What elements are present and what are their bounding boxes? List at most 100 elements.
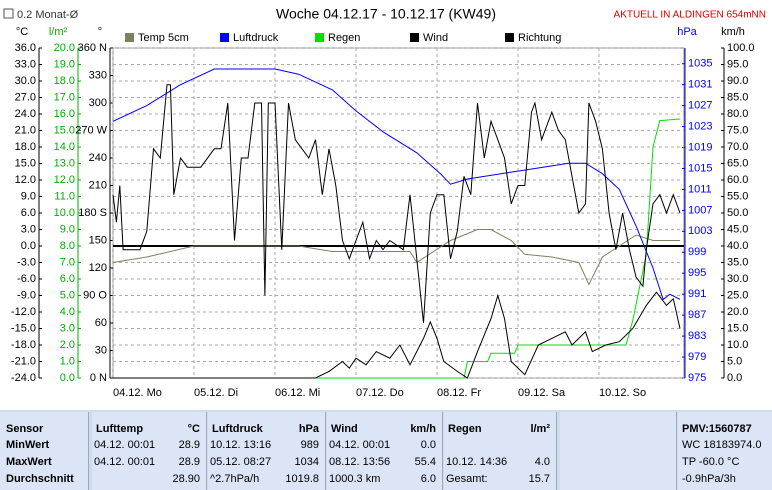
stats-value: 15.7 <box>528 473 550 485</box>
y-tick-label: 8.0 <box>60 240 75 252</box>
y-tick-label: 999 <box>688 246 706 258</box>
legend-label: Wind <box>423 32 448 44</box>
legend-swatch <box>125 33 134 42</box>
y-tick-label: 20.0 <box>54 42 75 54</box>
y-tick-label: 180 S <box>78 207 107 219</box>
y-tick-label: 975 <box>688 372 706 384</box>
axis-title: km/h <box>721 26 745 38</box>
stats-unit: °C <box>187 423 200 435</box>
y-tick-label: 18.0 <box>15 141 36 153</box>
y-tick-label: 30.0 <box>727 273 748 285</box>
y-tick-label: 80.0 <box>727 108 748 120</box>
stats-value: 1019.8 <box>285 473 319 485</box>
y-tick-label: 12.0 <box>15 174 36 186</box>
stats-cell: Wind km/h 04.12. 00:01 0.0 08.12. 13:56 55.4 1… <box>327 412 443 490</box>
stats-value: 4.0 <box>534 456 550 468</box>
y-tick-label: -24.0 <box>11 372 36 384</box>
series-line <box>113 291 681 379</box>
y-tick-label: 50.0 <box>727 207 748 219</box>
pmv-line: WC 18183974.0 <box>682 439 762 451</box>
y-tick-label: 991 <box>688 288 706 300</box>
y-tick-label: 36.0 <box>15 42 36 54</box>
chart-subtitle: AKTUELL IN ALDINGEN 654mNN <box>614 10 766 21</box>
y-tick-label: -15.0 <box>11 322 36 334</box>
y-tick-label: 60.0 <box>727 174 748 186</box>
stats-time: Gesamt: <box>446 473 488 485</box>
y-tick-label: 33.0 <box>15 58 36 70</box>
stats-header: Luftdruck <box>212 423 263 435</box>
y-tick-label: 75.0 <box>727 124 748 136</box>
y-tick-label: 24.0 <box>15 108 36 120</box>
checkbox[interactable] <box>3 8 14 19</box>
legend-label: Regen <box>328 32 360 44</box>
y-tick-label: 45.0 <box>727 223 748 235</box>
y-tick-label: 300 <box>89 97 107 109</box>
legend-label: Luftdruck <box>233 32 279 44</box>
y-tick-label: 6.0 <box>21 207 36 219</box>
y-tick-label: 330 <box>89 69 107 81</box>
y-tick-label: 210 <box>89 179 107 191</box>
y-tick-label: 2.0 <box>60 339 75 351</box>
stats-time: 10.12. 13:16 <box>210 439 272 451</box>
stats-cell: Lufttemp °C 04.12. 00:01 28.9 04.12. 00:01 28… <box>92 412 207 490</box>
series-line <box>112 229 680 286</box>
stats-time: 04.12. 00:01 <box>94 456 156 468</box>
axis-title: l/m² <box>49 26 68 38</box>
x-tick-label: 09.12. Sa <box>518 387 566 399</box>
stats-time: 05.12. 08:27 <box>210 456 272 468</box>
y-tick-label: 1.0 <box>60 355 75 367</box>
y-tick-label: 9.0 <box>21 190 36 202</box>
x-tick-label: 05.12. Di <box>194 387 238 399</box>
y-tick-label: 65.0 <box>727 157 748 169</box>
stats-value: 28.9 <box>178 456 200 468</box>
y-tick-label: 1031 <box>688 79 712 91</box>
y-tick-label: 55.0 <box>727 190 748 202</box>
y-tick-label: 1027 <box>688 100 712 112</box>
stats-value: 55.4 <box>414 456 436 468</box>
y-tick-label: 10.0 <box>727 339 748 351</box>
y-tick-label: 987 <box>688 309 706 321</box>
legend-swatch <box>220 33 229 42</box>
y-tick-label: 19.0 <box>54 58 75 70</box>
pmv-cell: PMV:1560787 WC 18183974.0 TP -60.0 °C -0… <box>678 412 772 490</box>
y-tick-label: 25.0 <box>727 289 748 301</box>
sensor-cell: Sensor MinWert MaxWert Durchschnitt <box>0 412 89 490</box>
stats-time: 1000.3 km <box>329 473 381 485</box>
y-tick-label: 0.0 <box>60 372 75 384</box>
x-tick-label: 08.12. Fr <box>437 387 481 399</box>
y-tick-label: 12.0 <box>54 174 75 186</box>
stats-row-label: MinWert <box>6 439 50 451</box>
x-tick-label: 10.12. So <box>599 387 646 399</box>
axis-title: hPa <box>677 26 697 38</box>
y-tick-label: 70.0 <box>727 141 748 153</box>
y-tick-label: 983 <box>688 330 706 342</box>
stats-time: ^2.7hPa/h <box>210 473 260 485</box>
y-tick-label: 30 <box>95 344 107 356</box>
stats-row-label: MaxWert <box>6 456 52 468</box>
legend-swatch <box>315 33 324 42</box>
stats-unit: l/m² <box>530 423 550 435</box>
y-tick-label: 4.0 <box>60 306 75 318</box>
y-tick-label: 7.0 <box>60 256 75 268</box>
y-tick-label: 270 W <box>75 124 107 136</box>
stats-time: 08.12. 13:56 <box>329 456 391 468</box>
stats-header: Regen <box>448 423 482 435</box>
y-tick-label: 1011 <box>688 183 712 195</box>
stats-cell: Luftdruck hPa 10.12. 13:16 989 05.12. 08:27 1… <box>208 412 326 490</box>
y-tick-label: 13.0 <box>54 157 75 169</box>
blank-cell <box>560 412 677 490</box>
y-tick-label: 0.0 <box>727 372 742 384</box>
y-tick-label: -9.0 <box>17 289 36 301</box>
series-line <box>112 84 681 324</box>
chart: 0.2 Monat-Ø Woche 04.12.17 - 10.12.17 (K… <box>3 6 766 399</box>
y-tick-label: 16.0 <box>54 108 75 120</box>
stats-time: 04.12. 00:01 <box>94 439 156 451</box>
y-tick-label: 60 <box>95 317 107 329</box>
y-tick-label: 95.0 <box>727 58 748 70</box>
axis-title: ° <box>98 26 102 38</box>
stats-time: 10.12. 14:36 <box>446 456 508 468</box>
y-tick-label: 360 N <box>78 42 107 54</box>
y-tick-label: 17.0 <box>54 91 75 103</box>
y-tick-label: 14.0 <box>54 141 75 153</box>
y-tick-label: 1003 <box>688 225 712 237</box>
